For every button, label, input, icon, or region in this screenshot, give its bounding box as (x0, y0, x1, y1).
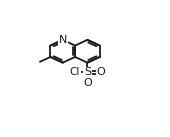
Text: Cl: Cl (70, 67, 80, 77)
Text: O: O (96, 67, 105, 77)
Text: N: N (58, 35, 67, 45)
Text: O: O (83, 78, 92, 88)
Text: S: S (84, 67, 91, 77)
